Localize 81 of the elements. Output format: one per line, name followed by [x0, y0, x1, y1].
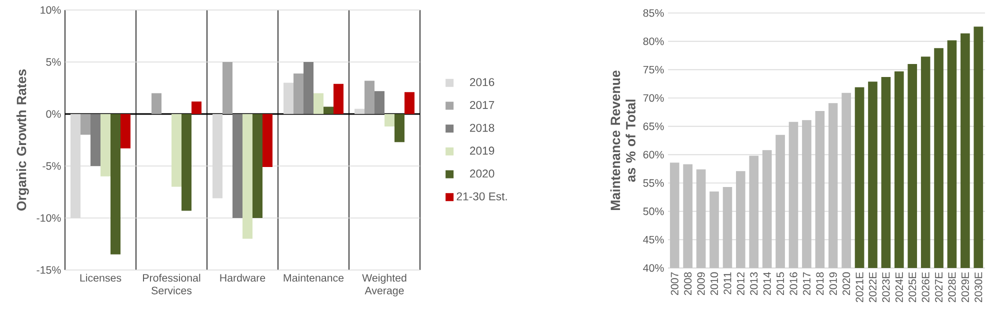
legend-label: 2018	[470, 124, 494, 132]
x-tick-label: 2009	[697, 272, 705, 296]
bar	[172, 114, 182, 187]
x-tick-label: Maintenance	[284, 274, 344, 282]
bar	[252, 114, 262, 218]
bar	[222, 62, 232, 114]
bar	[70, 114, 80, 218]
bar	[80, 114, 90, 135]
bar	[384, 114, 394, 126]
bar	[364, 80, 374, 114]
bar	[283, 82, 294, 114]
legend-label: 2017	[470, 100, 494, 109]
y-tick-label: 80%	[643, 38, 664, 46]
x-tick-label: Hardware	[220, 274, 266, 282]
bar	[333, 84, 344, 114]
x-tick-label: 2020	[842, 272, 850, 296]
y-tick-label: 60%	[643, 150, 664, 158]
y-tick-label: 70%	[643, 94, 664, 102]
y-tick-label: -15%	[36, 266, 61, 274]
x-tick-label: Weighted Average	[362, 274, 406, 296]
x-tick-label: 2026E	[922, 272, 930, 302]
x-tick-label: 2021E	[856, 272, 864, 302]
x-tick-label: 2029E	[961, 272, 969, 302]
y-tick-label: 0%	[46, 110, 61, 118]
x-tick-label: 2012	[736, 272, 744, 296]
x-tick-label: 2018	[816, 272, 824, 296]
legend-label: 21-30 Est.	[456, 192, 507, 200]
bar	[304, 62, 314, 114]
bar	[182, 114, 192, 211]
y-axis-title: Organic Growth Rates	[16, 69, 29, 211]
y-tick-label: 5%	[46, 58, 61, 66]
x-tick-label: 2007	[670, 272, 678, 296]
bar	[110, 114, 120, 254]
y-tick-label: 50%	[643, 208, 664, 216]
x-tick-label: 2019	[829, 272, 837, 296]
x-tick-label: 2014	[763, 272, 771, 296]
bar	[323, 106, 334, 114]
bar	[404, 92, 414, 114]
bar	[191, 102, 202, 114]
bar	[90, 114, 100, 166]
x-tick-label: 2015	[776, 272, 784, 296]
legend-label: 2019	[470, 146, 494, 155]
y-tick-label: 40%	[643, 264, 664, 272]
x-tick-label: 2017	[802, 272, 810, 296]
bar	[100, 114, 110, 176]
legend-label: 2020	[470, 170, 494, 178]
x-tick-label: 2011	[724, 272, 732, 294]
y-tick-label: -10%	[36, 214, 61, 222]
x-tick-label: Professional Services	[143, 274, 200, 294]
bar	[212, 114, 222, 198]
legend-label: 2016	[470, 78, 494, 86]
bar	[242, 114, 252, 239]
bar	[120, 114, 130, 148]
x-tick-label: 2010	[710, 272, 718, 296]
x-tick-label: 2016	[790, 272, 798, 296]
y-tick-label: 85%	[643, 9, 664, 17]
x-tick-label: 2027E	[935, 272, 943, 302]
x-tick-label: 2030E	[974, 272, 982, 302]
x-tick-label: 2023E	[882, 272, 890, 302]
x-tick-label: 2022E	[868, 272, 877, 302]
bar	[152, 93, 162, 114]
x-tick-label: 2024E	[895, 272, 903, 302]
y-tick-label: 55%	[643, 179, 664, 187]
x-tick-label: Licenses	[80, 274, 122, 282]
x-tick-label: 2028E	[948, 272, 956, 302]
y-tick-label: 45%	[643, 236, 664, 244]
x-tick-label: 2025E	[908, 272, 916, 302]
y-tick-label: -5%	[42, 162, 61, 170]
x-tick-label: 2013	[750, 272, 758, 296]
y-tick-label: 10%	[40, 6, 61, 14]
bar	[262, 114, 272, 168]
y-axis-title: Maintenance Revenue as % of Total	[610, 70, 636, 210]
y-tick-label: 75%	[643, 66, 664, 74]
bar	[374, 91, 384, 114]
bar	[394, 114, 404, 142]
bar	[314, 93, 324, 114]
bar	[354, 108, 364, 114]
bar	[293, 73, 304, 114]
x-tick-label: 2008	[684, 272, 692, 296]
y-tick-label: 65%	[643, 122, 664, 130]
bar	[232, 114, 242, 218]
